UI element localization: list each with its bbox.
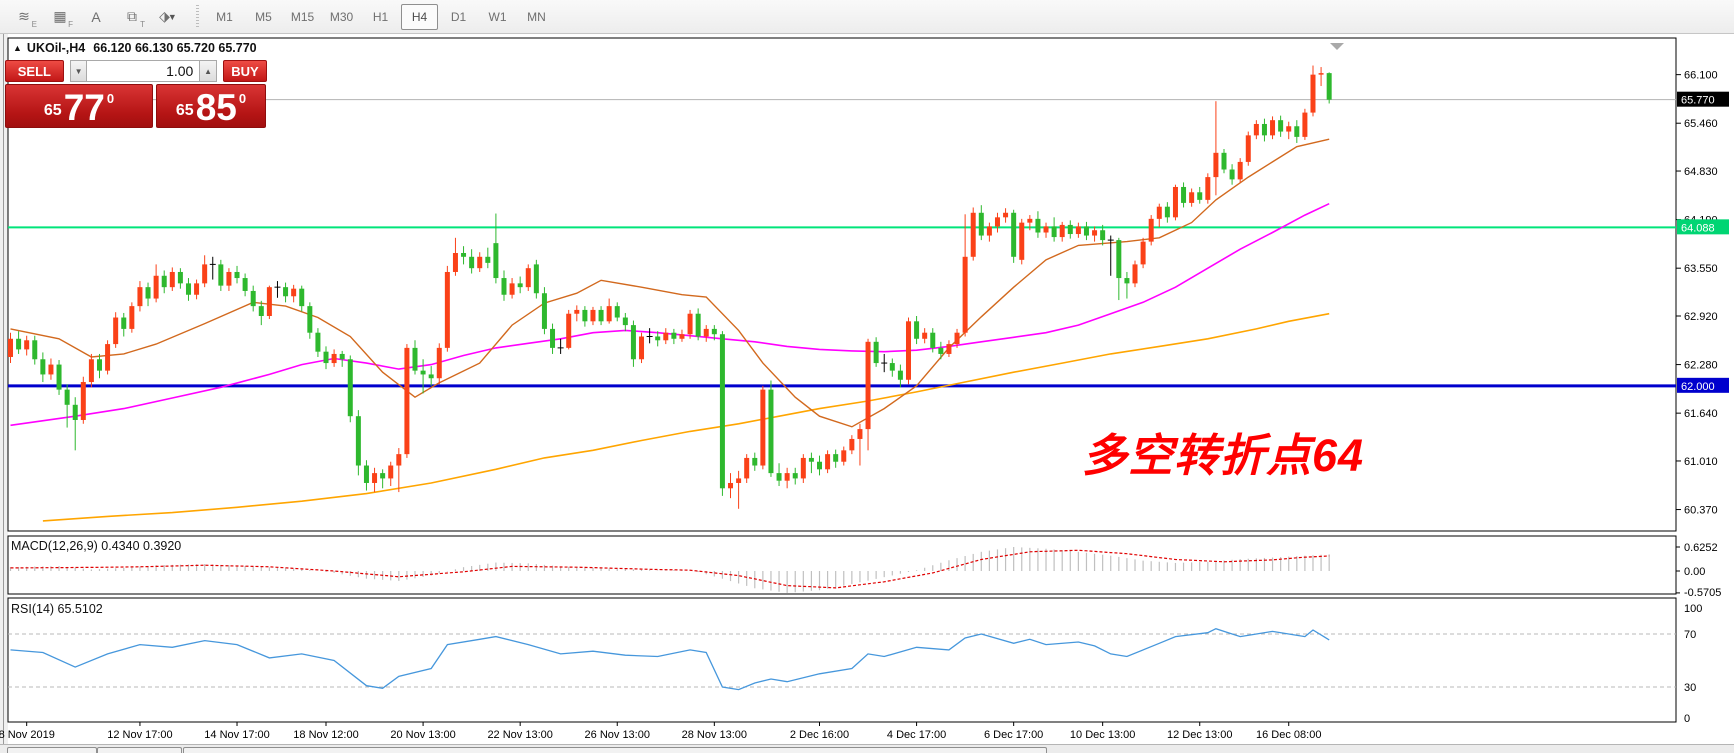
timeframe-button-m30[interactable]: M30	[329, 9, 354, 24]
svg-text:30: 30	[1684, 682, 1696, 694]
svg-text:12 Nov 17:00: 12 Nov 17:00	[107, 729, 172, 741]
timeframe-button-h1[interactable]: H1	[372, 9, 389, 24]
one-click-trade-panel: SELL ▼ ▲ BUY 65 77 0 65 85 0	[5, 60, 267, 128]
volume-increase-button[interactable]: ▲	[200, 60, 217, 82]
volume-input[interactable]	[86, 60, 201, 82]
svg-text:8 Nov 2019: 8 Nov 2019	[0, 729, 55, 741]
buy-button[interactable]: BUY	[222, 60, 267, 82]
collapse-triangle-icon[interactable]: ▲	[13, 43, 22, 53]
svg-text:28 Nov 13:00: 28 Nov 13:00	[682, 729, 747, 741]
text-label-icon[interactable]: A	[91, 8, 101, 25]
chart-tab[interactable]	[7, 747, 97, 753]
svg-text:62.000: 62.000	[1681, 381, 1715, 393]
svg-text:10 Dec 13:00: 10 Dec 13:00	[1070, 729, 1135, 741]
svg-text:6 Dec 17:00: 6 Dec 17:00	[984, 729, 1043, 741]
ohlc-values: 66.120 66.130 65.720 65.770	[93, 41, 257, 55]
svg-text:0: 0	[1684, 713, 1690, 725]
svg-text:0.6252: 0.6252	[1684, 542, 1718, 554]
svg-text:66.100: 66.100	[1684, 70, 1718, 82]
svg-text:61.010: 61.010	[1684, 456, 1718, 468]
timeframe-button-w1[interactable]: W1	[488, 9, 507, 24]
sell-price-pips: 77	[63, 86, 105, 128]
grid-icon[interactable]: ▦ F	[53, 8, 73, 29]
sell-price-display[interactable]: 65 77 0	[5, 84, 153, 128]
svg-text:22 Nov 13:00: 22 Nov 13:00	[487, 729, 552, 741]
symbol-timeframe: UKOil-,H4	[26, 41, 86, 55]
buy-price-whole: 65	[175, 102, 194, 119]
svg-text:0.00: 0.00	[1684, 566, 1705, 578]
buy-price-pips: 85	[195, 86, 237, 128]
svg-text:12 Dec 13:00: 12 Dec 13:00	[1167, 729, 1232, 741]
macd-indicator-label: MACD(12,26,9) 0.4340 0.3920	[11, 539, 182, 553]
svg-text:65.770: 65.770	[1681, 95, 1715, 107]
svg-text:14 Nov 17:00: 14 Nov 17:00	[204, 729, 269, 741]
svg-text:4 Dec 17:00: 4 Dec 17:00	[887, 729, 946, 741]
svg-text:26 Nov 13:00: 26 Nov 13:00	[585, 729, 650, 741]
timeframe-button-m1[interactable]: M1	[216, 9, 233, 24]
timeframe-button-m15[interactable]: M15	[290, 9, 315, 24]
chart-tab[interactable]	[97, 747, 182, 753]
chart-title: ▲ UKOil-,H4 66.120 66.130 65.720 65.770	[13, 41, 257, 55]
text-box-icon[interactable]: ⧉ T	[127, 8, 145, 29]
svg-text:100: 100	[1684, 603, 1702, 615]
svg-text:18 Nov 12:00: 18 Nov 12:00	[293, 729, 358, 741]
buy-price-point: 0	[238, 91, 247, 106]
sell-price-whole: 65	[43, 102, 62, 119]
timeframe-button-mn[interactable]: MN	[527, 9, 546, 24]
svg-text:20 Nov 13:00: 20 Nov 13:00	[390, 729, 455, 741]
timeframe-button-h4[interactable]: H4	[401, 3, 438, 30]
chart-tab[interactable]	[183, 747, 1047, 753]
volume-decrease-button[interactable]: ▼	[69, 60, 87, 82]
arrow-objects-icon[interactable]: ⬗ ▼	[159, 8, 177, 24]
buy-price-display[interactable]: 65 85 0	[156, 84, 266, 128]
timeframe-button-d1[interactable]: D1	[450, 9, 467, 24]
svg-text:-0.5705: -0.5705	[1684, 587, 1721, 599]
svg-text:64.088: 64.088	[1681, 222, 1715, 234]
chart-tabs-strip	[0, 744, 1734, 753]
svg-text:65.460: 65.460	[1684, 118, 1718, 130]
toolbar-separator	[196, 4, 199, 29]
svg-text:60.370: 60.370	[1684, 505, 1718, 517]
indicator-list-icon[interactable]: ≋ E	[18, 8, 37, 29]
rsi-indicator-label: RSI(14) 65.5102	[11, 602, 103, 616]
svg-text:16 Dec 08:00: 16 Dec 08:00	[1256, 729, 1321, 741]
svg-text:63.550: 63.550	[1684, 263, 1718, 275]
toolbar: ≋ E ▦ F A ⧉ T ⬗ ▼ M1 M5 M15 M30 H1 H4 D1 W1 MN	[0, 0, 1734, 34]
sell-button[interactable]: SELL	[5, 60, 64, 82]
timeframe-button-m5[interactable]: M5	[255, 9, 272, 24]
svg-text:2 Dec 16:00: 2 Dec 16:00	[790, 729, 849, 741]
svg-text:62.920: 62.920	[1684, 311, 1718, 323]
svg-text:61.640: 61.640	[1684, 408, 1718, 420]
svg-text:62.280: 62.280	[1684, 360, 1718, 372]
svg-text:70: 70	[1684, 629, 1696, 641]
svg-text:64.830: 64.830	[1684, 166, 1718, 178]
chart-text-annotation[interactable]: 多空转折点64	[1082, 430, 1365, 481]
sell-price-point: 0	[106, 91, 115, 106]
